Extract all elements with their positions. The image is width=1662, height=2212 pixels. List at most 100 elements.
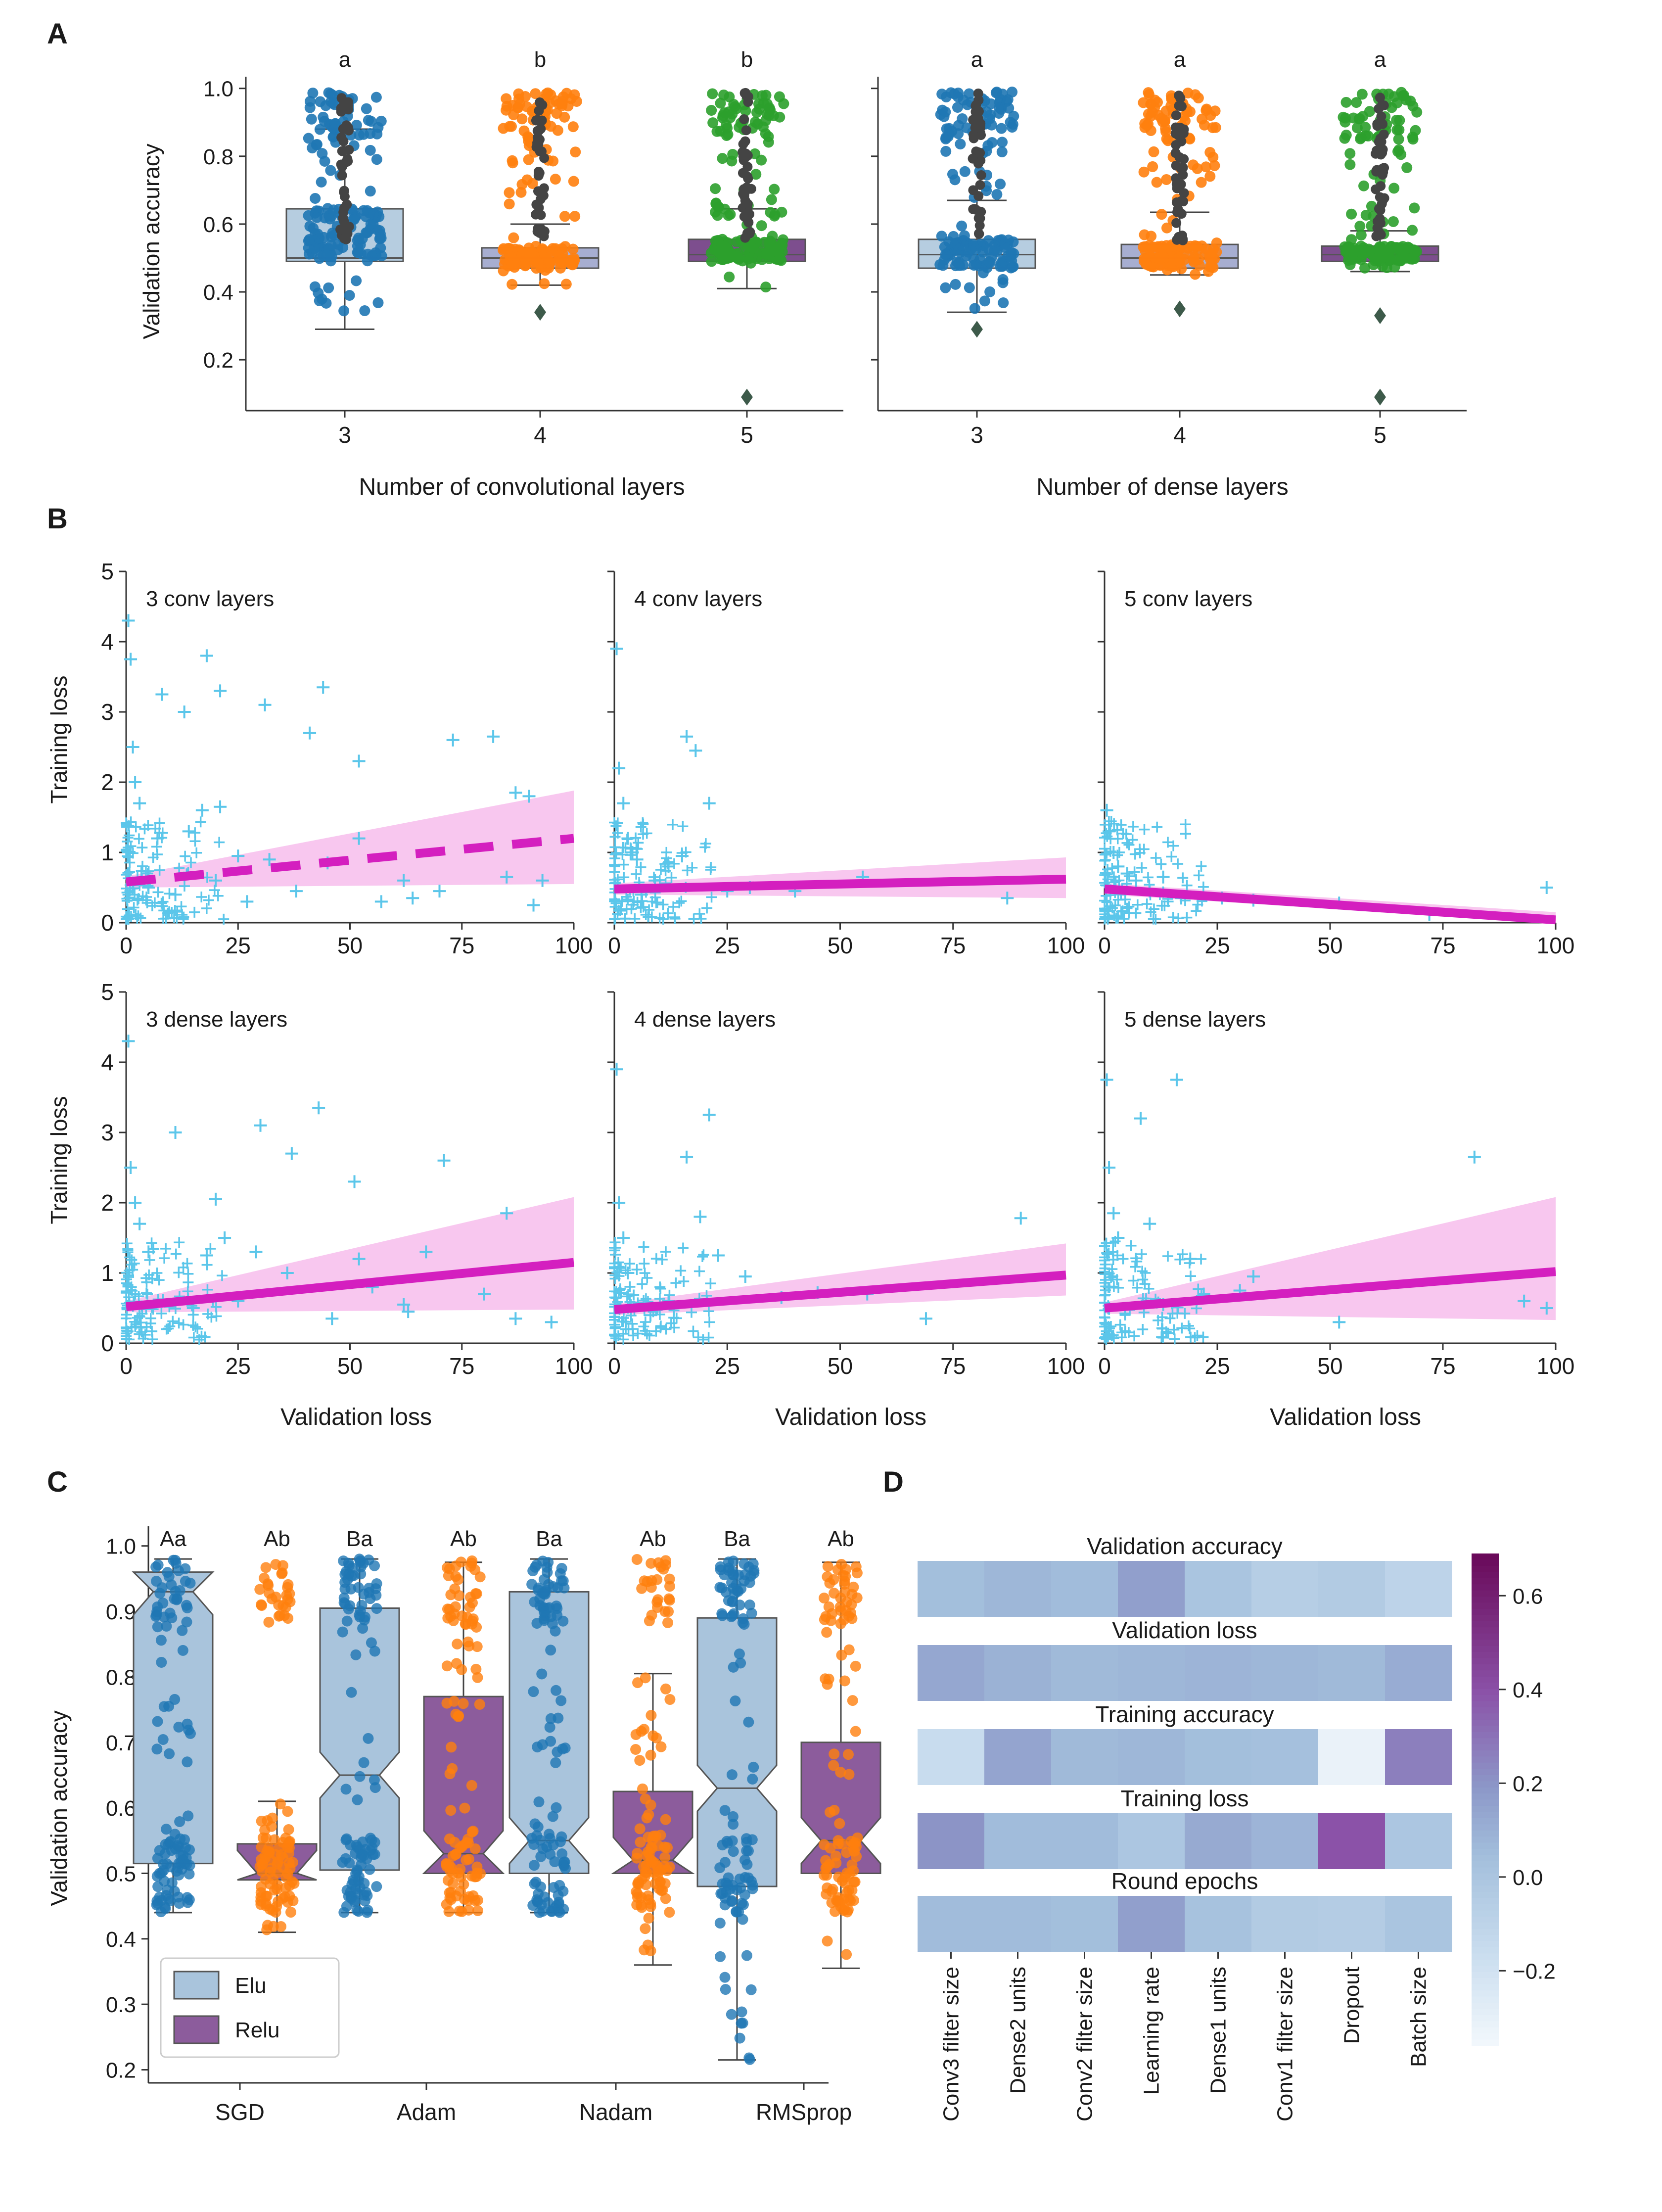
xtick-label: 25 (226, 933, 251, 958)
data-point-core (974, 229, 984, 239)
data-point (716, 1608, 728, 1619)
data-point (156, 1867, 167, 1879)
data-point (307, 142, 318, 154)
colorbar-segment (1472, 1775, 1499, 1782)
scatter-point-dense (126, 1254, 138, 1266)
data-point (557, 1743, 568, 1755)
scatter-point-dense (187, 1319, 199, 1331)
colorbar-segment (1472, 2027, 1499, 2034)
scatter-point-dense (1112, 894, 1124, 905)
heatmap-column-label: Conv2 filter size (1073, 1967, 1097, 2121)
data-point (724, 271, 735, 282)
data-point-core (533, 139, 544, 149)
regression-line (614, 874, 1066, 894)
data-point (969, 303, 980, 314)
scatter-point-dense (705, 864, 716, 875)
data-point (986, 137, 998, 148)
data-point-core (337, 170, 347, 181)
scatter-point-dense (1101, 1334, 1112, 1345)
colorbar-segment (1472, 1762, 1499, 1770)
data-point (1356, 89, 1368, 100)
data-point (1008, 110, 1019, 122)
scatter-point-dense (624, 1281, 636, 1292)
scatter-point (1120, 867, 1134, 880)
data-point (351, 120, 362, 131)
data-point (306, 113, 317, 125)
data-point (711, 126, 723, 137)
scatter-point (124, 653, 138, 666)
xtick-label: 0 (120, 933, 133, 958)
data-point (369, 1560, 380, 1571)
data-point (822, 1571, 833, 1583)
scatter-point-dense (629, 913, 641, 925)
heatmap-cell (918, 1561, 985, 1617)
scatter-point (178, 706, 191, 718)
data-point (940, 106, 951, 118)
data-point (182, 1897, 193, 1908)
data-point (269, 1834, 280, 1845)
data-point (850, 1561, 862, 1572)
data-point (265, 1866, 276, 1878)
significance-letter: Ab (640, 1527, 666, 1551)
data-point (369, 1646, 380, 1657)
data-point (270, 1592, 281, 1603)
scatter-point-dense (635, 861, 646, 873)
data-point (754, 103, 765, 115)
scatter-point-dense (688, 1325, 699, 1337)
data-point (363, 1733, 374, 1744)
heatmap-cell (1185, 1561, 1252, 1617)
ytick-label: 1 (101, 840, 114, 865)
outlier-marker (971, 321, 983, 338)
scatter-point-dense (623, 1289, 634, 1300)
data-point (447, 1763, 458, 1774)
data-point (845, 1895, 856, 1906)
scatter-point-dense (202, 1308, 214, 1319)
data-point (171, 1866, 183, 1877)
data-point (319, 156, 330, 167)
scatter-point-dense (124, 910, 135, 921)
colorbar-segment (1472, 1935, 1499, 1942)
xtick-label: 75 (940, 1353, 966, 1379)
significance-letter: Ba (724, 1527, 750, 1551)
scatter-point-dense (193, 1334, 205, 1345)
data-point (729, 1588, 740, 1600)
scatter-point-dense (130, 1318, 141, 1330)
scatter-point-dense (609, 1242, 620, 1253)
scatter-point (536, 874, 549, 887)
colorbar-segment (1472, 1910, 1499, 1917)
scatter-point (702, 797, 716, 810)
scatter-point-dense (1140, 1267, 1151, 1278)
data-point (741, 1950, 752, 1961)
scatter-point-dense (190, 1321, 201, 1333)
data-point (723, 1556, 734, 1568)
data-point (551, 1802, 562, 1813)
data-point (366, 1835, 377, 1846)
scatter-point-dense (619, 913, 631, 924)
data-point (821, 1627, 832, 1638)
data-point (848, 1876, 860, 1887)
heatmap-cell (984, 1645, 1052, 1701)
data-point (277, 1567, 288, 1579)
data-point (157, 1734, 169, 1745)
scatter-point-dense (703, 1332, 714, 1343)
data-point (448, 1615, 459, 1626)
data-point (664, 1907, 675, 1918)
scatter-point-dense (1168, 1324, 1180, 1335)
panel-c-ylabel: Validation accuracy (46, 1710, 72, 1906)
data-point (1166, 257, 1177, 269)
data-point-core (743, 97, 753, 107)
scatter-point-dense (1099, 1269, 1110, 1280)
scatter-point-dense (687, 862, 698, 873)
data-point (727, 149, 739, 160)
data-point (556, 96, 568, 107)
legend-label-elu: Elu (235, 1974, 267, 1998)
data-point (358, 129, 369, 140)
data-point (501, 93, 512, 104)
scatter-point-dense (1174, 1254, 1186, 1265)
scatter-point-dense (210, 1301, 222, 1313)
scatter-point-dense (154, 817, 165, 829)
data-point (254, 1584, 266, 1595)
scatter-point (702, 1108, 716, 1122)
data-point-core (968, 204, 978, 214)
scatter-point (126, 741, 139, 753)
